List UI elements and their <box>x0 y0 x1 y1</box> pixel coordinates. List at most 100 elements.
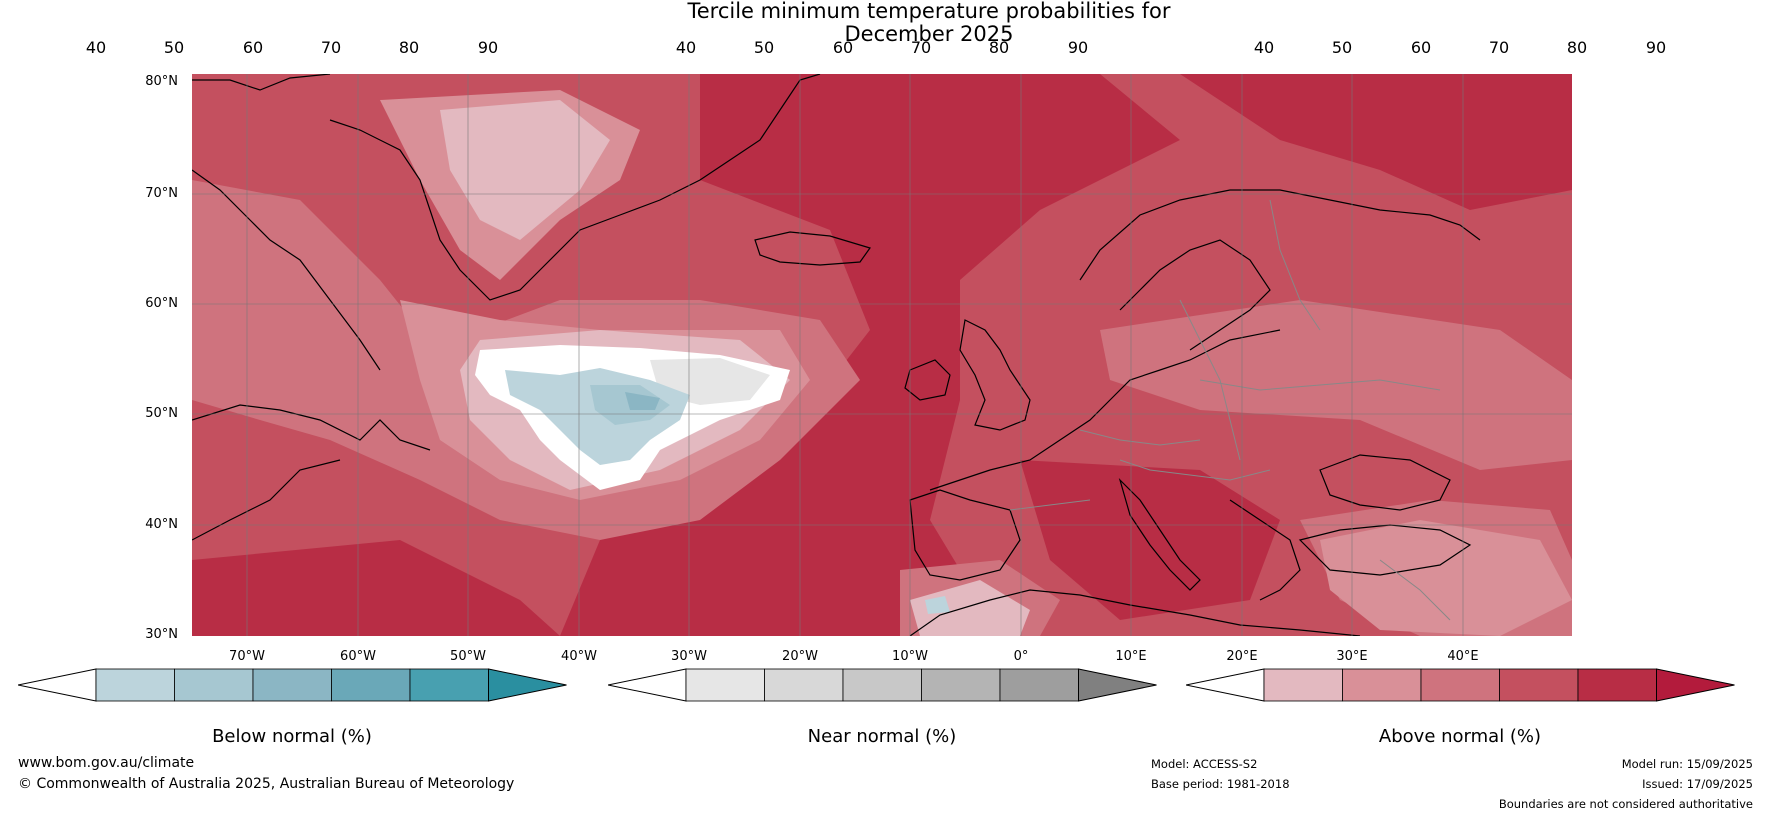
below-tick-90: 90 <box>477 38 499 57</box>
colorbar-segment <box>174 668 254 702</box>
coastlines <box>192 74 1481 636</box>
norway-coast <box>1079 189 1481 281</box>
colorbar-right-extend <box>1078 668 1157 702</box>
colorbar-segment <box>1263 668 1343 702</box>
lon-label-40w: 40°W <box>561 649 597 664</box>
colorbar-right-extend <box>1656 668 1735 702</box>
turkey-coast <box>1298 524 1472 576</box>
near-tick-60: 60 <box>832 38 854 57</box>
black-sea-coast <box>1319 454 1451 511</box>
newfoundland-coast <box>192 404 431 451</box>
below-60-region <box>625 392 660 410</box>
below-40-region <box>925 596 950 614</box>
above-tick-50: 50 <box>1331 38 1353 57</box>
lon-label-60w: 60°W <box>340 649 376 664</box>
north-africa-coast <box>909 589 1361 636</box>
near-normal-label: Near normal (%) <box>807 726 957 747</box>
baffin-coast <box>192 74 331 91</box>
disclaimer-text: Boundaries are not considered authoritat… <box>1498 797 1753 811</box>
above-50-region <box>1320 520 1572 636</box>
title-line-1: Tercile minimum temperature probabilitie… <box>687 0 1171 23</box>
sweden-coast <box>1119 239 1271 351</box>
colorbar-above-normal <box>1186 668 1736 704</box>
lon-label-0: 0° <box>1013 649 1029 664</box>
colorbar-segment <box>1342 668 1422 702</box>
above-tick-70: 70 <box>1488 38 1510 57</box>
above-tick-40: 40 <box>1253 38 1275 57</box>
above-normal-label: Above normal (%) <box>1378 726 1542 747</box>
below-tick-40: 40 <box>85 38 107 57</box>
great-britain-coast <box>959 319 1031 431</box>
colorbar-segment <box>842 668 922 702</box>
nova-scotia-coast <box>192 459 341 541</box>
issued-text: Issued: 17/09/2025 <box>1642 777 1753 791</box>
model-text: Model: ACCESS-S2 <box>1151 757 1258 771</box>
lat-label-80n: 80°N <box>145 74 178 89</box>
colorbar-left-extend <box>608 668 687 702</box>
balkans-coast <box>1229 499 1301 601</box>
colorbar-below-svg <box>18 668 567 702</box>
near-tick-70: 70 <box>910 38 932 57</box>
near-tick-40: 40 <box>675 38 697 57</box>
italy-coast <box>1118 477 1201 591</box>
colorbar-segment <box>331 668 411 702</box>
lat-label-30n: 30°N <box>145 627 178 642</box>
website-link[interactable]: www.bom.gov.au/climate <box>18 755 195 771</box>
lon-label-40e: 40°E <box>1447 649 1479 664</box>
lon-label-20e: 20°E <box>1226 649 1258 664</box>
colorbar-left-extend <box>1186 668 1265 702</box>
model-run-text: Model run: 15/09/2025 <box>1621 757 1753 771</box>
lat-label-60n: 60°N <box>145 296 178 311</box>
lat-label-50n: 50°N <box>145 406 178 421</box>
baffin-coast <box>192 169 381 371</box>
iceland-coast <box>754 231 871 266</box>
iberia-coast <box>909 489 1021 581</box>
base-period-text: Base period: 1981-2018 <box>1151 777 1290 791</box>
ireland-coast <box>904 359 951 401</box>
colorbar-near-svg <box>608 668 1157 702</box>
europe-coast <box>929 329 1281 491</box>
near-tick-80: 80 <box>988 38 1010 57</box>
lon-label-30e: 30°E <box>1336 649 1368 664</box>
colorbar-above-svg <box>1186 668 1735 702</box>
lon-label-30w: 30°W <box>671 649 707 664</box>
colorbar-below-normal <box>18 668 568 704</box>
below-normal-label: Below normal (%) <box>212 726 372 747</box>
lon-label-10e: 10°E <box>1115 649 1147 664</box>
title-line-2: December 2025 <box>844 22 1014 46</box>
colorbar-segment <box>764 668 844 702</box>
country-boundaries <box>1009 199 1451 621</box>
copyright-text: © Commonwealth of Australia 2025, Austra… <box>18 776 515 792</box>
above-tick-90: 90 <box>1645 38 1667 57</box>
colorbar-right-extend <box>488 668 567 702</box>
near-tick-50: 50 <box>753 38 775 57</box>
lat-label-70n: 70°N <box>145 186 178 201</box>
above-90-region <box>1180 74 1572 210</box>
above-tick-60: 60 <box>1410 38 1432 57</box>
colorbar-segment <box>95 668 175 702</box>
map-title: Tercile minimum temperature probabilitie… <box>0 0 1770 46</box>
lon-label-70w: 70°W <box>229 649 265 664</box>
graticule <box>192 74 1572 636</box>
above-tick-80: 80 <box>1566 38 1588 57</box>
colorbar-left-extend <box>18 668 97 702</box>
lon-label-20w: 20°W <box>782 649 818 664</box>
lon-label-50w: 50°W <box>450 649 486 664</box>
above-60-region <box>1100 300 1572 470</box>
near-tick-90: 90 <box>1067 38 1089 57</box>
below-tick-60: 60 <box>242 38 264 57</box>
colorbar-segment <box>685 668 765 702</box>
below-tick-50: 50 <box>163 38 185 57</box>
below-tick-70: 70 <box>320 38 342 57</box>
colorbar-segment <box>999 668 1079 702</box>
above-40-region <box>910 580 1030 636</box>
colorbar-segment <box>1577 668 1657 702</box>
lon-label-10w: 10°W <box>892 649 928 664</box>
colorbar-segment <box>921 668 1001 702</box>
colorbar-segment <box>1420 668 1500 702</box>
colorbar-segment <box>409 668 489 702</box>
above-40-region <box>440 100 610 240</box>
below-tick-80: 80 <box>398 38 420 57</box>
colorbar-near-normal <box>608 668 1158 704</box>
